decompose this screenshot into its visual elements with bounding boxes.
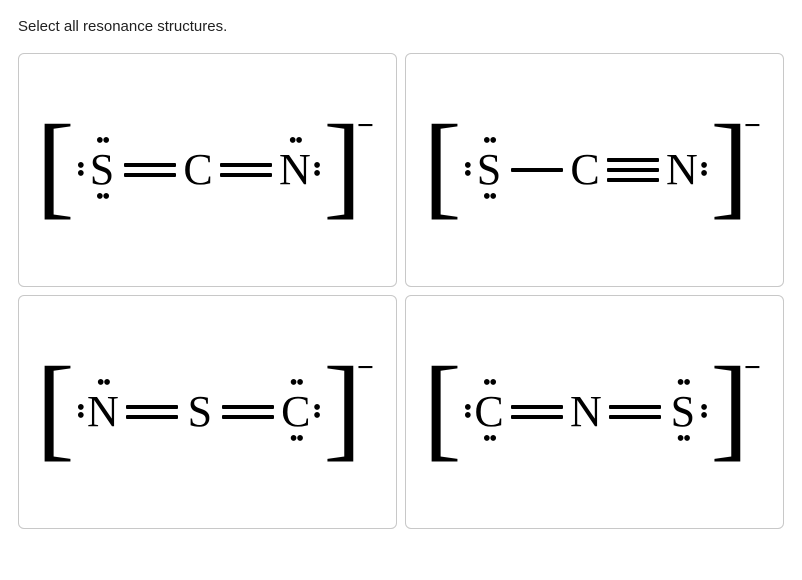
atom: C xyxy=(179,138,217,202)
atom: ••C•••• xyxy=(277,380,323,444)
bond xyxy=(124,163,176,177)
lewis-structure: [••••S••C••N••]− xyxy=(36,129,379,210)
charge-superscript: − xyxy=(357,109,374,143)
option-card[interactable]: [••••C••N••S••••]− xyxy=(405,295,784,529)
lone-pair-left: •• xyxy=(462,390,474,434)
atom: C xyxy=(566,138,604,202)
atom: ••••S•• xyxy=(462,138,508,202)
lone-pair-right xyxy=(600,148,604,192)
lone-pair-right xyxy=(119,390,123,434)
charge-superscript: − xyxy=(744,351,761,385)
bracket-left: [ xyxy=(423,368,462,449)
option-card[interactable]: [••••NS••C••••]− xyxy=(18,295,397,529)
lone-pair-bottom: •• xyxy=(483,194,496,202)
option-card[interactable]: [••••S••CN••]− xyxy=(405,53,784,287)
option-card[interactable]: [••••S••C••N••]− xyxy=(18,53,397,287)
bracket-left: [ xyxy=(36,368,75,449)
lone-pair-right xyxy=(504,390,508,434)
lone-pair-right: •• xyxy=(311,390,323,434)
bracket-left: [ xyxy=(36,126,75,207)
atom: ••N•• xyxy=(275,138,323,202)
lone-pair-right xyxy=(117,148,121,192)
atom-symbol: N xyxy=(279,148,311,192)
atom-symbol: S xyxy=(185,390,215,434)
atom-symbol: C xyxy=(570,148,600,192)
lone-pair-right xyxy=(504,148,508,192)
lewis-structure: [••••S••CN••]− xyxy=(423,129,766,210)
bracket-left: [ xyxy=(423,126,462,207)
bond xyxy=(511,405,563,419)
lone-pair-right xyxy=(602,390,606,434)
lone-pair-bottom: •• xyxy=(676,436,689,444)
bond xyxy=(607,158,659,182)
atom-symbol: C xyxy=(183,148,213,192)
bond xyxy=(609,405,661,419)
bond xyxy=(511,168,563,172)
lone-pair-right xyxy=(213,148,217,192)
lone-pair-bottom: •• xyxy=(483,436,496,444)
atom: ••••N xyxy=(75,380,123,444)
bond xyxy=(126,405,178,419)
bond xyxy=(222,405,274,419)
atom-symbol: N xyxy=(87,390,119,434)
lone-pair-right xyxy=(215,390,219,434)
atom: ••••C•• xyxy=(462,380,508,444)
lewis-structure: [••••NS••C••••]− xyxy=(36,371,379,452)
lone-pair-right: •• xyxy=(698,148,710,192)
atom: N xyxy=(566,380,606,444)
lone-pair-right: •• xyxy=(311,148,323,192)
lone-pair-left: •• xyxy=(462,148,474,192)
atom: ••S•••• xyxy=(664,380,710,444)
atom-symbol: N xyxy=(666,148,698,192)
lone-pair-left: •• xyxy=(75,148,87,192)
lone-pair-bottom: •• xyxy=(289,436,302,444)
charge-superscript: − xyxy=(744,109,761,143)
lone-pair-right: •• xyxy=(698,390,710,434)
atom: ••••S•• xyxy=(75,138,121,202)
bond xyxy=(220,163,272,177)
atom: N•• xyxy=(662,138,710,202)
atom-symbol: N xyxy=(570,390,602,434)
charge-superscript: − xyxy=(357,351,374,385)
lone-pair-bottom: •• xyxy=(96,194,109,202)
options-grid: [••••S••C••N••]− [••••S••CN••]− [••••NS•… xyxy=(18,53,784,529)
atom: S xyxy=(181,380,219,444)
lewis-structure: [••••C••N••S••••]− xyxy=(423,371,766,452)
lone-pair-left: •• xyxy=(75,390,87,434)
question-prompt: Select all resonance structures. xyxy=(18,18,784,35)
